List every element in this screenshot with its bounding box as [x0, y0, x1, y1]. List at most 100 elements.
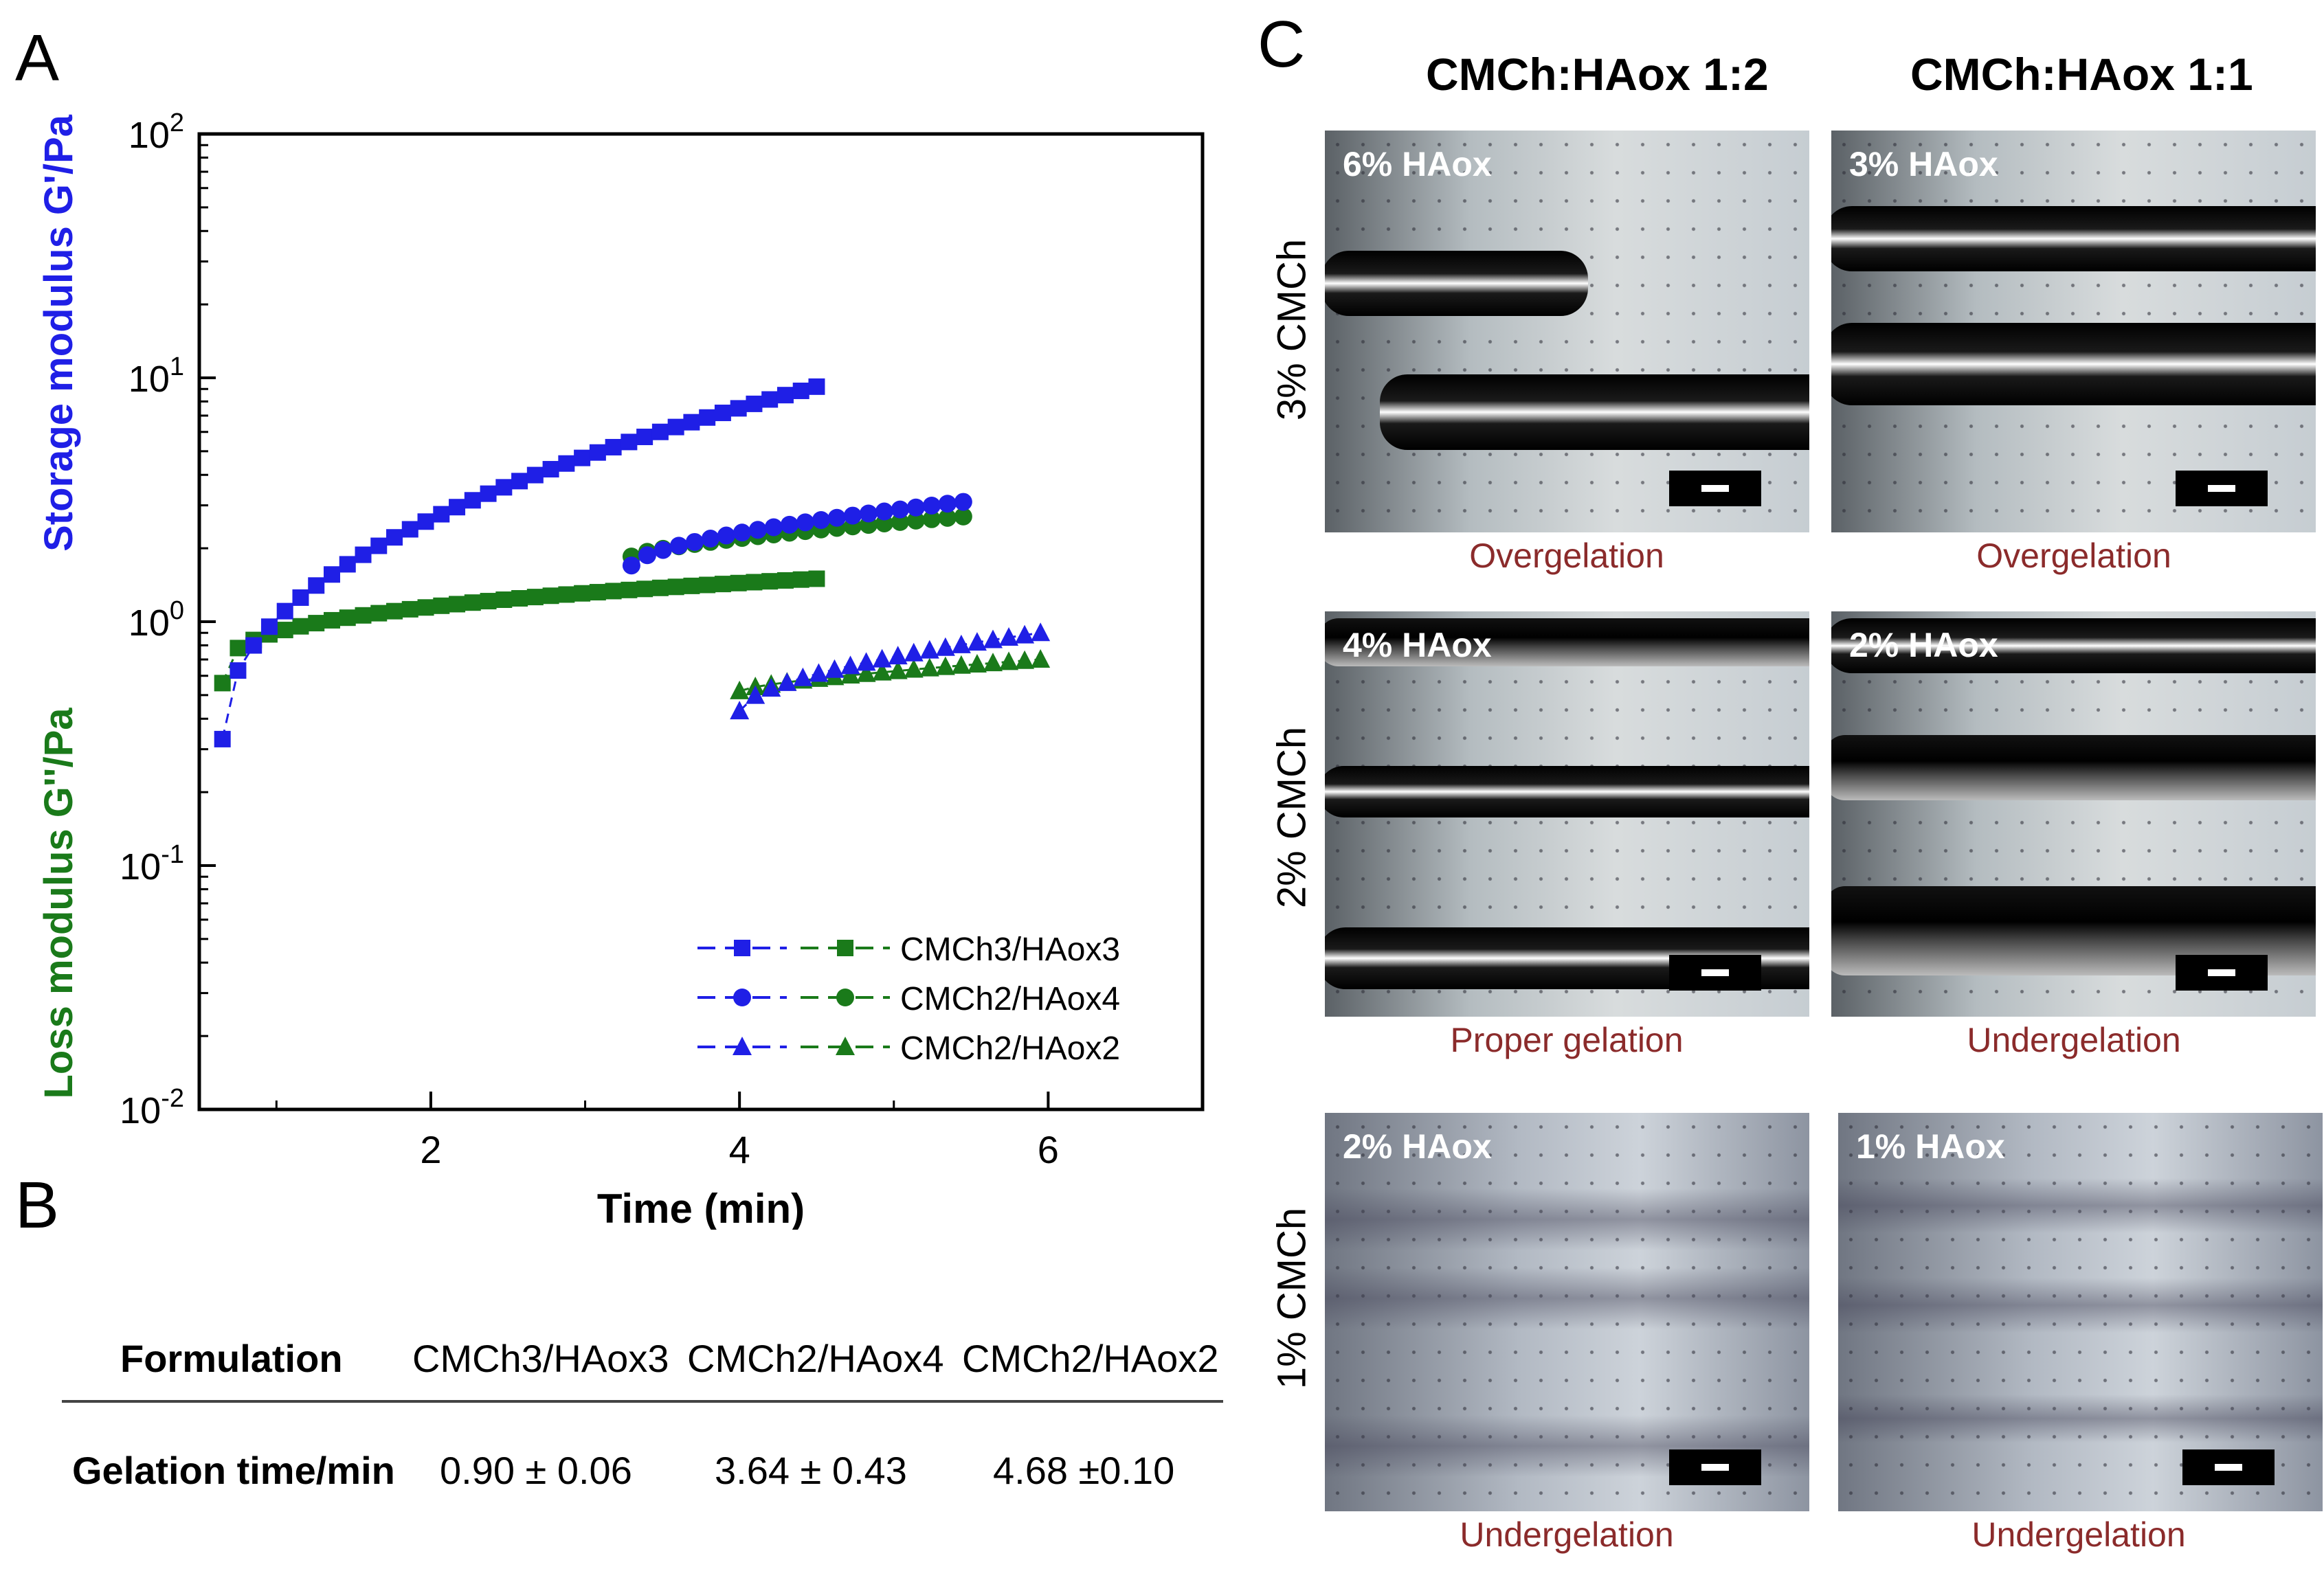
concentration-label: 3% HAox [1849, 145, 1998, 183]
data-point-storage [401, 521, 418, 538]
data-point-storage [843, 506, 862, 525]
data-point-loss [667, 578, 684, 596]
gelation-time-cmch2-haox2: 4.68 ±0.10 [993, 1449, 1175, 1492]
data-point-loss [904, 659, 924, 678]
data-point-storage [355, 546, 372, 563]
data-point-loss [967, 653, 987, 673]
y-tick-label: 100 [129, 596, 184, 644]
data-point-storage [714, 405, 731, 422]
data-point-storage [840, 655, 860, 675]
data-point-storage [386, 529, 403, 546]
x-tick-label: 6 [1038, 1128, 1059, 1171]
data-point-storage [495, 479, 513, 496]
data-point-loss [891, 512, 909, 531]
concentration-label: 1% HAox [1856, 1127, 2005, 1166]
data-point-storage [653, 541, 672, 559]
data-point-storage [875, 502, 893, 521]
data-point-storage [938, 495, 957, 513]
data-point-loss [495, 591, 513, 608]
data-point-loss [433, 597, 450, 614]
panel-label-b: B [15, 1169, 60, 1242]
data-point-loss [526, 589, 544, 606]
gel-strand [1831, 323, 2316, 405]
data-point-storage [339, 556, 356, 573]
legend-marker-loss [837, 940, 853, 956]
data-point-loss [480, 593, 497, 610]
data-point-storage [999, 627, 1019, 646]
data-point-loss [938, 508, 957, 527]
data-point-loss [386, 602, 403, 620]
x-axis-label: Time (min) [597, 1186, 805, 1230]
data-point-storage [730, 701, 750, 720]
data-point-storage [808, 378, 825, 395]
data-point-loss [574, 585, 591, 602]
gel-strand [1831, 618, 2316, 673]
data-point-loss [651, 579, 669, 596]
gel-strand [1831, 206, 2316, 271]
scale-bar [2182, 1449, 2275, 1485]
data-point-storage [621, 433, 638, 451]
data-point-storage [809, 663, 829, 682]
data-point-storage [827, 508, 846, 527]
data-point-storage [761, 678, 781, 697]
scale-bar [2176, 955, 2268, 991]
data-point-storage [605, 438, 622, 455]
legend-marker-loss [836, 989, 854, 1006]
data-point-storage [685, 532, 704, 551]
data-point-storage [733, 523, 751, 542]
table-header-formulation: Formulation [120, 1337, 343, 1380]
data-point-loss [621, 581, 638, 598]
data-point-loss [292, 618, 309, 635]
speckle-texture [1325, 1113, 1809, 1511]
data-point-loss [355, 607, 372, 624]
data-point-storage [812, 510, 830, 529]
data-point-loss [636, 580, 653, 598]
data-point-storage [888, 646, 908, 665]
data-point-storage [825, 659, 845, 678]
data-point-loss [935, 656, 955, 675]
y-axis-label-storage: Storage modulus G'/Pa [36, 114, 81, 552]
data-point-storage [746, 395, 763, 412]
data-point-storage [983, 629, 1003, 648]
data-point-loss [922, 510, 941, 528]
legend-marker-storage [733, 989, 751, 1006]
data-point-loss [919, 657, 939, 677]
data-point-loss [589, 584, 606, 601]
legend-marker-storage [733, 1037, 752, 1055]
data-point-storage [951, 634, 971, 653]
data-point-storage [730, 400, 747, 417]
gel-strand [1325, 1267, 1809, 1329]
data-point-storage [636, 428, 653, 445]
data-point-loss [449, 596, 466, 613]
speckle-texture [1838, 1113, 2323, 1511]
caption-undergelation: Undergelation [1460, 1515, 1674, 1554]
data-point-storage [859, 504, 878, 523]
data-point-storage [651, 423, 669, 440]
column-title-1-2: CMCh:HAox 1:2 [1426, 49, 1769, 100]
data-point-loss [714, 576, 731, 593]
micrograph-1cmch-2haox: 2% HAox [1325, 1113, 1809, 1511]
data-point-loss [323, 611, 340, 629]
data-point-loss [746, 574, 763, 591]
data-point-storage [511, 473, 528, 490]
data-point-loss [370, 605, 388, 622]
legend-marker-storage [734, 940, 750, 956]
data-point-storage [954, 493, 972, 511]
data-point-loss [983, 653, 1003, 672]
data-point-loss [856, 663, 876, 682]
gel-strand [1325, 251, 1588, 316]
data-point-storage [526, 466, 544, 484]
data-point-loss [792, 571, 809, 588]
data-point-storage [542, 461, 559, 478]
row-label-3-cmch: 3% CMCh [1269, 238, 1315, 421]
data-point-loss [951, 655, 971, 674]
column-title-1-1: CMCh:HAox 1:1 [1910, 49, 2253, 100]
y-tick-label: 101 [129, 352, 184, 400]
data-point-loss [542, 587, 559, 605]
data-point-loss [840, 665, 860, 684]
legend-label: CMCh2/HAox2 [900, 1030, 1120, 1067]
data-point-storage [417, 513, 434, 530]
scale-bar [1669, 955, 1761, 991]
data-point-loss [558, 586, 575, 603]
y-tick-label: 102 [129, 109, 184, 156]
